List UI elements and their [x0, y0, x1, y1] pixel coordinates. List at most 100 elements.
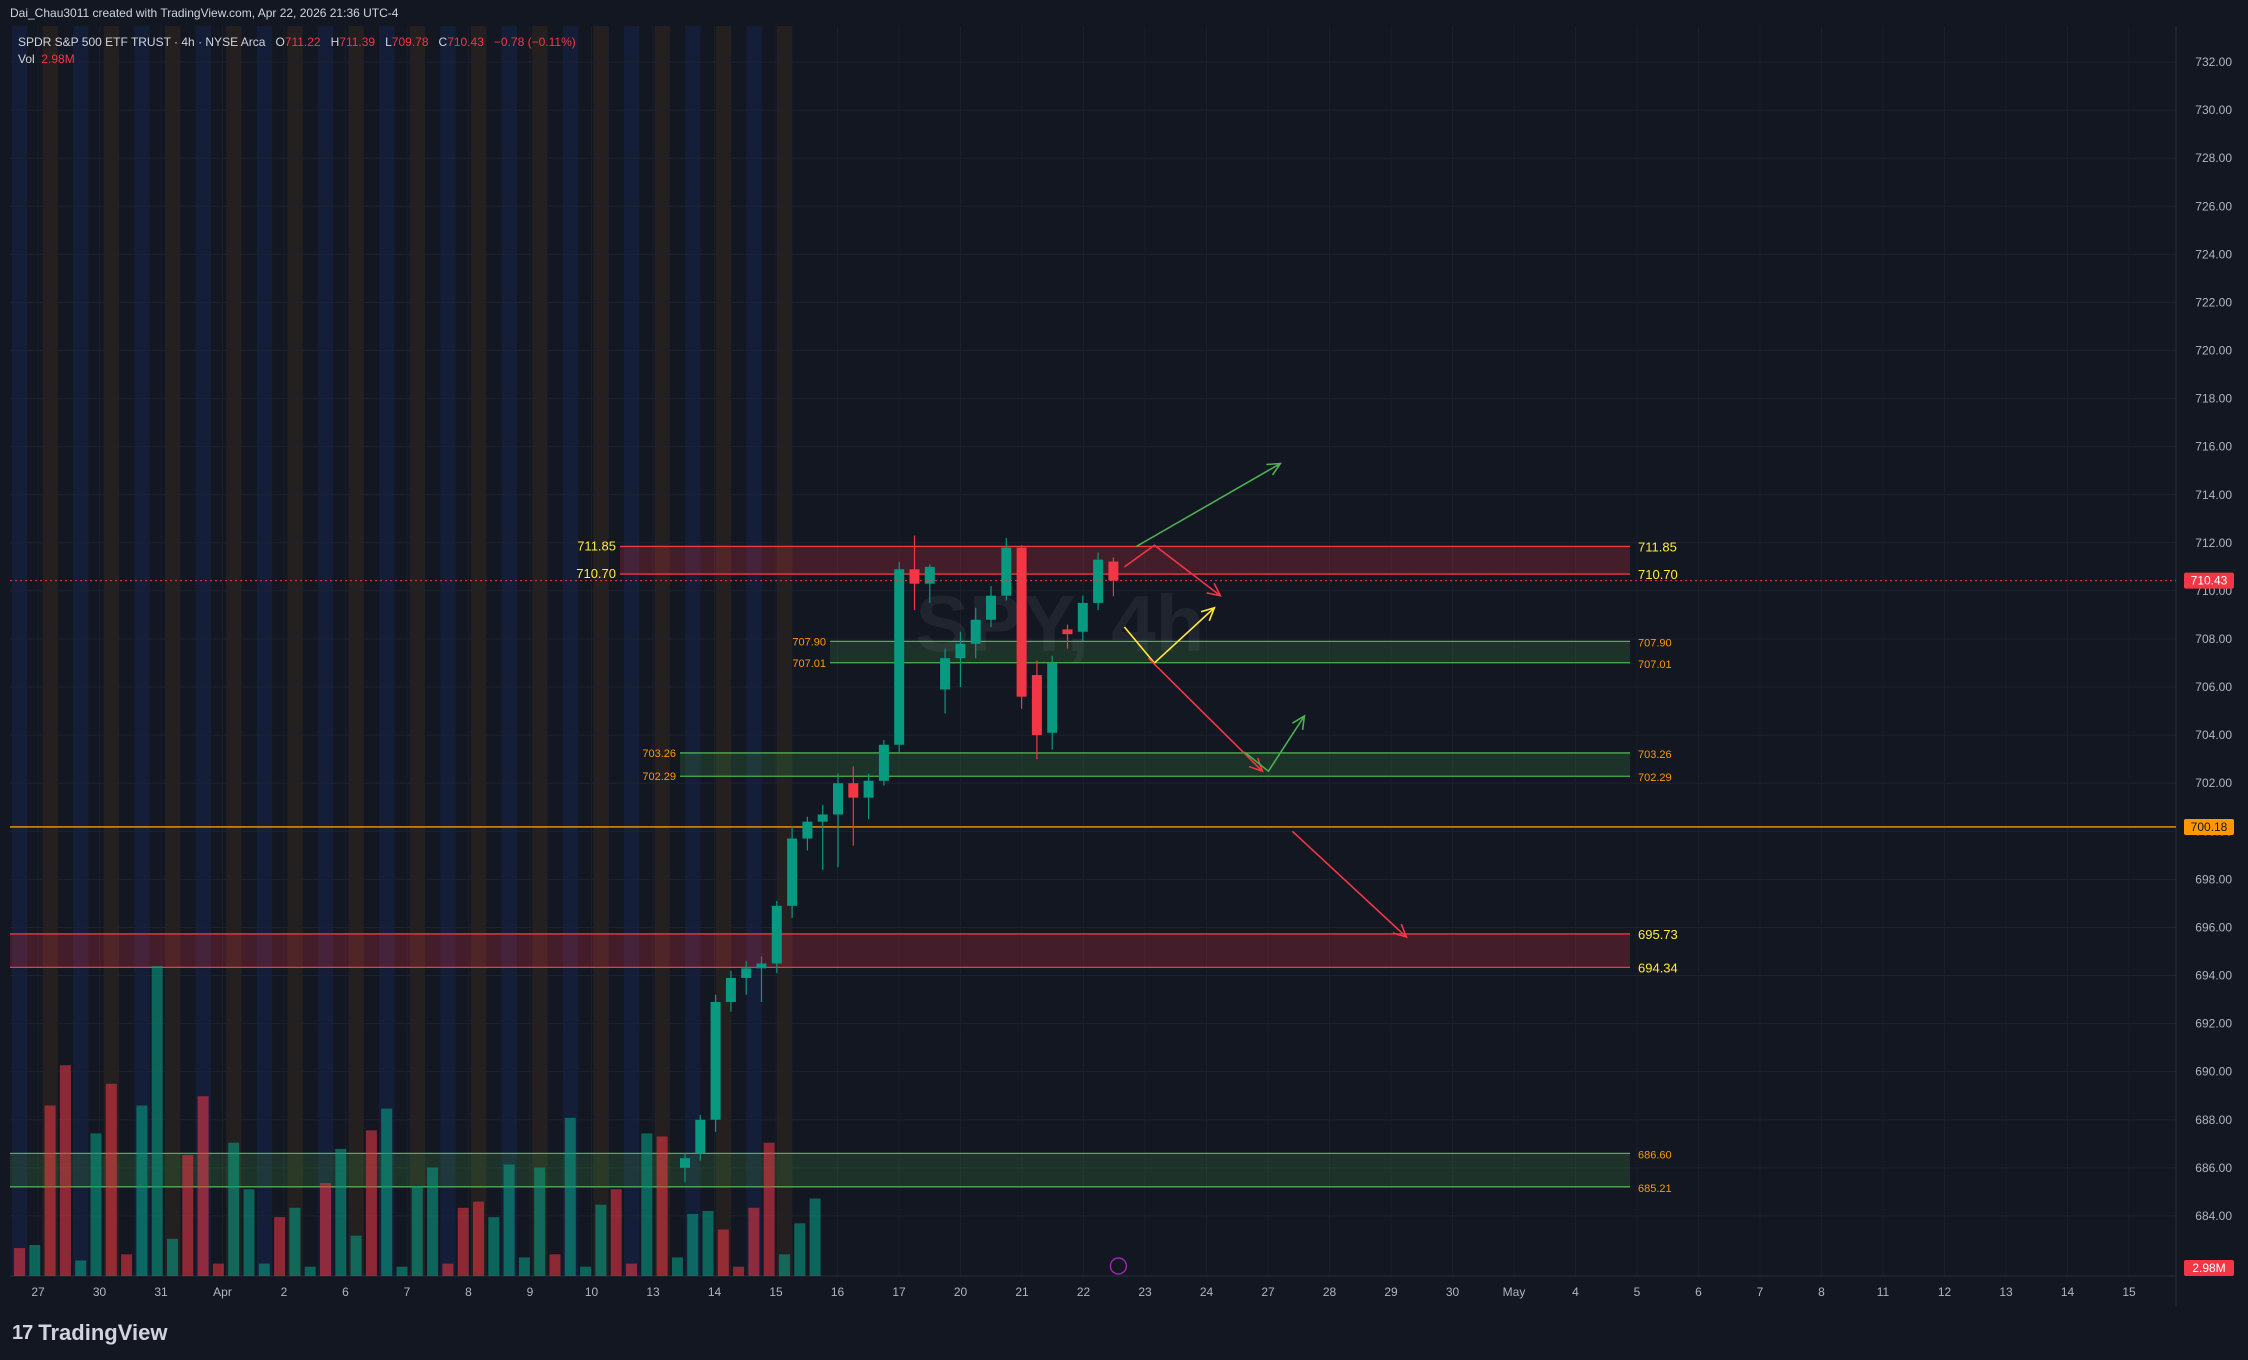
volume-bar [671, 1257, 683, 1276]
volume-bar [304, 1266, 316, 1276]
candle-body [848, 783, 859, 798]
candle-body [894, 569, 905, 745]
candle-body [1062, 629, 1073, 635]
x-tick-label: 8 [465, 1285, 472, 1299]
volume-bar [457, 1207, 469, 1276]
session-shade [379, 26, 395, 1276]
volume-bar [350, 1235, 362, 1276]
green-scenario-arrow [1136, 462, 1281, 548]
volume-bar [151, 966, 163, 1276]
candle-body [833, 783, 843, 815]
volume-bar [779, 1254, 790, 1276]
y-tick-label: 726.00 [2195, 199, 2232, 213]
y-tick-label: 686.00 [2195, 1161, 2232, 1175]
x-tick-label: 15 [2122, 1285, 2136, 1299]
candlestick-chart[interactable]: 732.00 730.00 728.00 726.00 724.00 722.00 720.… [0, 26, 2248, 1306]
x-tick-label: 9 [527, 1285, 534, 1299]
volume-bar [320, 1183, 331, 1276]
session-shade [654, 26, 670, 1276]
volume-bar [29, 1245, 41, 1276]
x-tick-label: 24 [1200, 1285, 1214, 1299]
zone-bottom-label: 694.34 [1638, 960, 1678, 975]
volume-bar [442, 1263, 454, 1276]
session-shade [532, 26, 548, 1276]
volume-bar [794, 1223, 806, 1276]
x-tick-label: 31 [154, 1285, 168, 1299]
red-arrow-head [1392, 923, 1408, 939]
volume-bar [136, 1105, 148, 1276]
y-tick-label: 722.00 [2195, 295, 2232, 309]
y-tick-label: 716.00 [2195, 440, 2232, 454]
x-tick-label: 13 [646, 1285, 660, 1299]
session-shade [501, 26, 517, 1276]
y-tick-label: 724.00 [2195, 247, 2232, 261]
zone-top-label-left: 703.26 [642, 748, 676, 760]
candle-body [878, 744, 889, 781]
zone-top-label: 695.73 [1638, 927, 1678, 942]
session-shade [715, 26, 732, 1276]
session-shade [440, 26, 456, 1276]
last-price-badge [2184, 572, 2234, 589]
session-shade [746, 26, 762, 1276]
volume-bar [717, 1229, 729, 1276]
x-tick-label: 15 [769, 1285, 783, 1299]
zone-top-label-left: 707.90 [792, 636, 826, 648]
x-tick-label: 14 [708, 1285, 722, 1299]
x-tick-label: 22 [1077, 1285, 1091, 1299]
support-zone [680, 752, 1630, 777]
zone-bottom-label: 702.29 [1638, 772, 1672, 784]
chart-area[interactable]: 732.00 730.00 728.00 726.00 724.00 722.00 720.… [0, 26, 2248, 1306]
session-shade [777, 26, 793, 1276]
candle-body [955, 643, 966, 659]
session-shade [562, 26, 579, 1276]
attribution-text: Dai_Chau3011 created with TradingView.co… [10, 6, 399, 20]
candle-body [909, 569, 920, 584]
red-arrow-head [1206, 582, 1222, 597]
session-shade [165, 26, 181, 1276]
candle-body [787, 838, 798, 906]
x-tick-label: Apr [213, 1285, 232, 1299]
y-tick-label: 712.00 [2195, 536, 2232, 550]
y-tick-label: 728.00 [2195, 151, 2232, 165]
tradingview-logo[interactable]: 17 TradingView [12, 1320, 167, 1346]
x-tick-label: 29 [1384, 1285, 1398, 1299]
y-tick-label: 732.00 [2195, 55, 2232, 69]
y-tick-label: 694.00 [2195, 969, 2232, 983]
footer: 17 TradingView [0, 1306, 2248, 1360]
session-shade [226, 26, 242, 1276]
volume-bar [167, 1238, 178, 1276]
x-tick-label: 8 [1818, 1285, 1825, 1299]
volume-bar [702, 1210, 714, 1276]
x-tick-label: 2 [281, 1285, 288, 1299]
x-tick-label: 30 [1446, 1285, 1460, 1299]
candle-body [1093, 559, 1104, 603]
volume-bar [228, 1142, 240, 1276]
x-tick-label: 5 [1634, 1285, 1641, 1299]
volume-bar [212, 1263, 224, 1276]
volume-bar [274, 1217, 286, 1276]
volume-bar [595, 1204, 607, 1276]
candle-body [924, 566, 935, 584]
volume-bar [258, 1263, 270, 1276]
candle-body [695, 1119, 706, 1154]
volume-bar [75, 1260, 87, 1276]
zone-bottom-label-left: 707.01 [792, 658, 826, 670]
candle-body [710, 1001, 721, 1120]
y-tick-label: 684.00 [2195, 1209, 2232, 1223]
zone-bottom-label-left: 702.29 [642, 771, 676, 783]
volume-bar [518, 1257, 530, 1276]
candle-body [1016, 547, 1027, 697]
x-tick-label: 27 [1261, 1285, 1275, 1299]
volume-bar [809, 1198, 821, 1276]
y-tick-label: 698.00 [2195, 872, 2232, 886]
y-tick-label: 718.00 [2195, 392, 2232, 406]
session-shade [593, 26, 609, 1276]
support-zone [830, 641, 1630, 663]
session-shade [348, 26, 364, 1276]
x-tick-label: 6 [342, 1285, 349, 1299]
y-tick-label: 688.00 [2195, 1113, 2232, 1127]
volume-bar [427, 1167, 439, 1276]
zone-bottom-label: 685.21 [1638, 1183, 1672, 1195]
volume-bar [335, 1148, 347, 1276]
red-scenario-arrow [1147, 657, 1263, 772]
